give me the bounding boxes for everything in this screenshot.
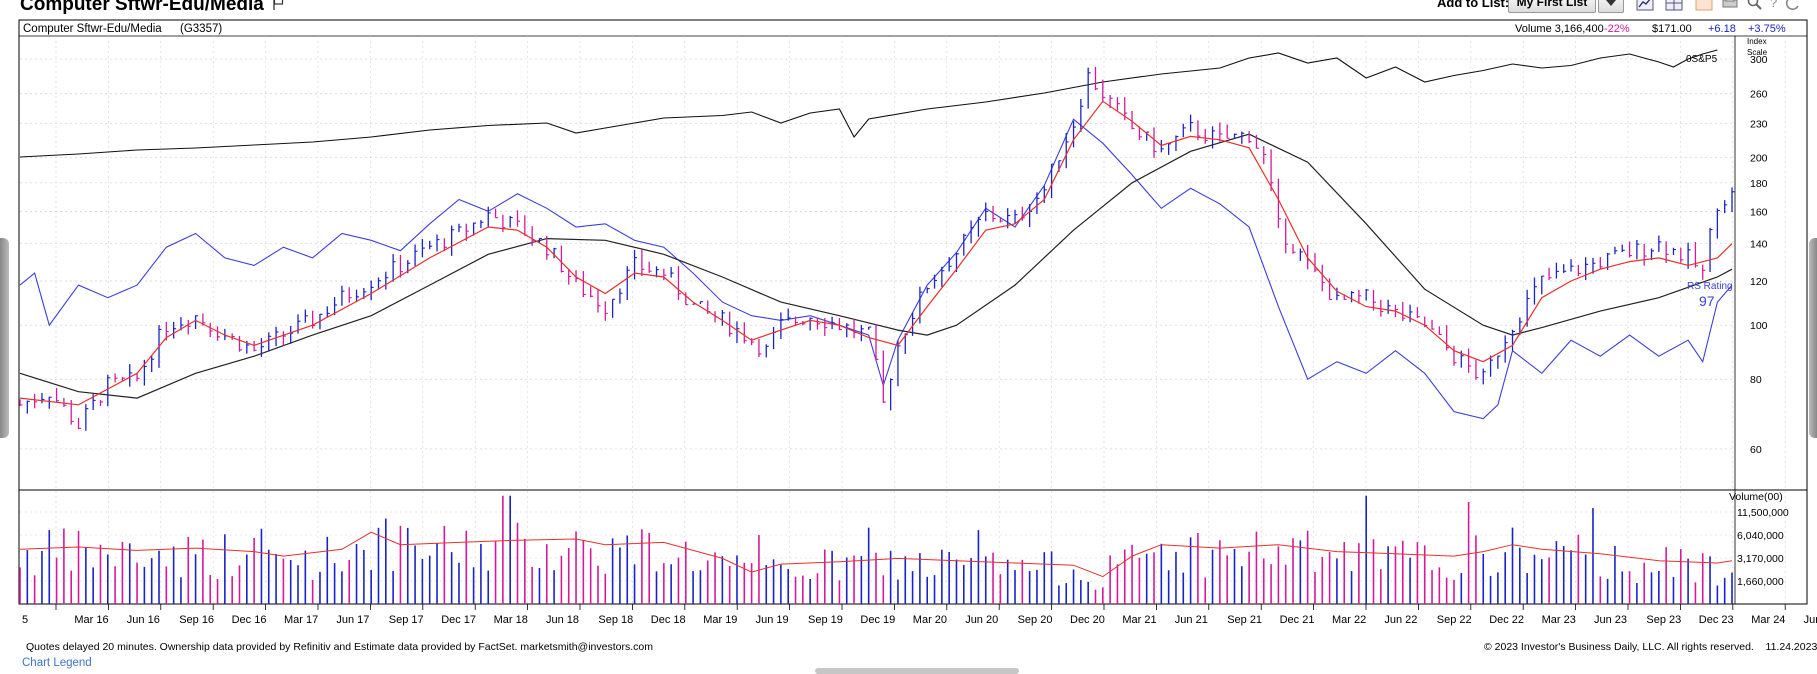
price-tick-label: 140	[1750, 239, 1768, 251]
copyright-text: © 2023 Investor's Business Daily, LLC. A…	[1484, 641, 1754, 653]
quotes-note: Quotes delayed 20 minutes. Ownership dat…	[26, 641, 653, 653]
copyright: © 2023 Investor's Business Daily, LLC. A…	[1484, 641, 1817, 653]
date-axis: 5 Mar 16 Jun 16 Sep 16 Dec 16 Mar 17 Jun 17 Sep…	[22, 604, 1817, 626]
chart-date: 11.24.2023	[1765, 641, 1817, 653]
info-change: +6.18	[1708, 23, 1736, 35]
x-tick-label: Dec 17	[441, 614, 476, 626]
image-icon[interactable]	[1695, 0, 1713, 11]
x-tick-label: Jun 16	[127, 614, 160, 626]
chevron-down-icon[interactable]	[1598, 0, 1624, 13]
price-bars	[19, 66, 1735, 431]
page-title: Computer Sftwr-Edu/Media	[20, 0, 264, 15]
price-tick-label: 100	[1750, 320, 1768, 332]
list-select[interactable]: My First List	[1508, 0, 1596, 13]
print-icon[interactable]	[1721, 0, 1739, 11]
price-tick-label: 80	[1750, 374, 1762, 386]
info-volume-change: -22%	[1604, 23, 1630, 35]
x-tick-label: Mar 21	[1122, 614, 1156, 626]
chart-legend-link[interactable]: Chart Legend	[22, 657, 92, 669]
x-tick-label: Sep 23	[1646, 614, 1681, 626]
price-tick-label: 160	[1750, 206, 1768, 218]
x-tick-label: Dec 16	[232, 614, 267, 626]
info-change-pct: +3.75%	[1748, 23, 1786, 35]
volume-axis: 11,500,000 6,040,000 3,170,000 1,660,000	[1737, 507, 1789, 588]
x-tick-label: Sep 17	[389, 614, 424, 626]
x-tick-label: Jun 22	[1384, 614, 1417, 626]
x-tick-label: Sep 21	[1227, 614, 1262, 626]
x-tick-label: Dec 20	[1070, 614, 1105, 626]
x-tick-label: Jun 23	[1594, 614, 1627, 626]
add-to-list-label: Add to List:	[1437, 0, 1510, 10]
x-tick-label: Sep 22	[1437, 614, 1472, 626]
x-tick-label: Mar 17	[284, 614, 318, 626]
zoom-icon[interactable]	[1746, 0, 1764, 11]
index-scale-label-2: Scale	[1747, 48, 1768, 57]
volume-tick-label: 1,660,000	[1737, 576, 1784, 588]
x-tick-label: Mar 16	[74, 614, 108, 626]
x-tick-label: Mar 22	[1332, 614, 1366, 626]
help-icon[interactable]: ?	[1766, 0, 1784, 11]
price-tick-label: 120	[1750, 276, 1768, 288]
x-tick-label: 5	[22, 614, 28, 626]
price-tick-label: 300	[1750, 54, 1768, 66]
x-tick-label: Sep 19	[808, 614, 843, 626]
rs-rating-label: RS Rating	[1687, 281, 1733, 292]
x-tick-label: Jun 20	[965, 614, 998, 626]
price-tick-label: 60	[1750, 444, 1762, 456]
price-tick-label: 200	[1750, 152, 1768, 164]
x-tick-label: Mar 18	[494, 614, 528, 626]
x-tick-label: Jun 24	[1804, 614, 1817, 626]
info-volume: Volume 3,166,400	[1515, 23, 1604, 35]
price-tick-label: 260	[1750, 89, 1768, 101]
refresh-icon[interactable]	[1784, 0, 1802, 11]
info-name: Computer Sftwr-Edu/Media	[23, 23, 162, 35]
x-tick-label: Sep 18	[598, 614, 633, 626]
x-tick-label: Sep 20	[1018, 614, 1053, 626]
x-tick-label: Mar 20	[913, 614, 947, 626]
volume-tick-label: 6,040,000	[1737, 530, 1784, 542]
price-axis: 300 260 230 200 180 160 140 120 100 80 60	[1750, 54, 1768, 456]
info-code: (G3357)	[180, 23, 222, 35]
x-tick-label: Mar 23	[1542, 614, 1576, 626]
index-name-label: 0S&P5	[1686, 54, 1718, 65]
x-tick-label: Dec 18	[651, 614, 686, 626]
x-tick-label: Dec 23	[1699, 614, 1734, 626]
volume-average-line	[19, 531, 1733, 578]
volume-tick-label: 3,170,000	[1737, 553, 1784, 565]
x-tick-label: Dec 22	[1489, 614, 1524, 626]
horizontal-scrollbar[interactable]	[815, 668, 1019, 674]
chart-type-icon[interactable]	[1636, 0, 1654, 11]
grid-icon[interactable]	[1665, 0, 1683, 11]
volume-label: Volume(00)	[1729, 491, 1783, 503]
moving-average-50-line	[19, 100, 1733, 406]
x-tick-label: Mar 24	[1751, 614, 1785, 626]
relative-strength-line	[19, 118, 1733, 420]
x-tick-label: Jun 17	[336, 614, 369, 626]
volume-bars	[19, 495, 1733, 604]
rs-rating-value: 97	[1699, 293, 1715, 309]
info-price: $171.00	[1652, 23, 1692, 35]
x-tick-label: Mar 19	[703, 614, 737, 626]
x-tick-label: Jun 19	[756, 614, 789, 626]
price-tick-label: 180	[1750, 178, 1768, 190]
moving-average-200-line	[19, 133, 1733, 399]
left-panel-handle[interactable]	[0, 238, 9, 438]
x-tick-label: Sep 16	[179, 614, 214, 626]
x-tick-label: Jun 21	[1175, 614, 1208, 626]
x-tick-label: Dec 21	[1280, 614, 1315, 626]
right-panel-handle[interactable]	[1809, 238, 1817, 438]
index-scale-label-1: Index	[1747, 37, 1767, 46]
x-tick-label: Jun 18	[546, 614, 579, 626]
svg-text:?: ?	[1770, 0, 1777, 10]
price-tick-label: 230	[1750, 118, 1768, 130]
stock-chart[interactable]: Computer Sftwr-Edu/Media (G3357) Volume …	[0, 0, 1817, 640]
flag-icon[interactable]	[272, 0, 286, 10]
x-tick-label: Dec 19	[860, 614, 895, 626]
volume-tick-label: 11,500,000	[1737, 507, 1789, 519]
sp500-index-line	[19, 49, 1718, 158]
